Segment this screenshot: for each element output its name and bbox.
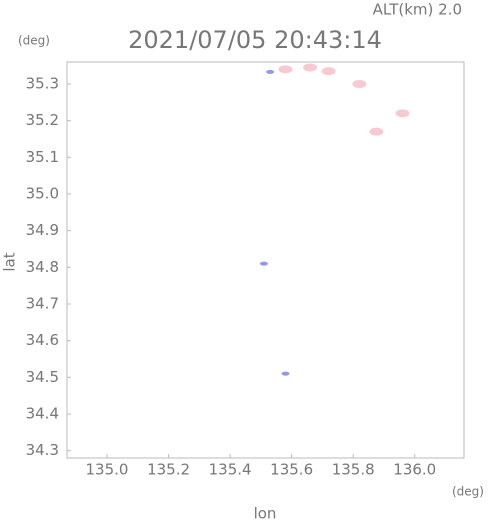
y-tick-label: 34.7: [26, 295, 59, 313]
point: [395, 109, 410, 118]
y-tick-label: 34.5: [26, 368, 59, 386]
x-tick-label: 135.6: [270, 461, 313, 479]
point: [281, 371, 290, 376]
y-tick-label: 34.6: [26, 331, 59, 349]
x-axis-label: lon: [254, 505, 277, 522]
y-tick-label: 34.8: [26, 258, 59, 276]
x-tick-label: 135.2: [147, 461, 190, 479]
point: [321, 67, 336, 76]
y-tick-label: 34.4: [26, 405, 59, 423]
x-tick-label: 136.0: [393, 461, 436, 479]
y-tick-label: 35.2: [26, 111, 59, 129]
chart-title: 2021/07/05 20:43:14: [128, 26, 382, 54]
x-unit: (deg): [452, 485, 484, 499]
plot-frame: [66, 61, 465, 459]
y-axis-label: lat: [1, 252, 19, 271]
y-tick-label: 34.9: [26, 221, 59, 239]
y-tick-label: 35.1: [26, 148, 59, 166]
subtitle: ALT(km) 2.0: [373, 1, 462, 19]
y-unit: (deg): [18, 34, 50, 48]
x-tick-label: 135.0: [86, 461, 129, 479]
y-tick-label: 35.0: [26, 185, 59, 203]
y-tick-label: 35.3: [26, 75, 59, 93]
point: [303, 63, 318, 72]
point: [278, 65, 293, 74]
y-tick-label: 34.3: [26, 441, 59, 459]
point: [369, 127, 384, 136]
point: [352, 80, 367, 88]
point: [266, 69, 275, 74]
x-tick-label: 135.8: [332, 461, 375, 479]
x-tick-label: 135.4: [209, 461, 252, 479]
point: [259, 261, 268, 266]
